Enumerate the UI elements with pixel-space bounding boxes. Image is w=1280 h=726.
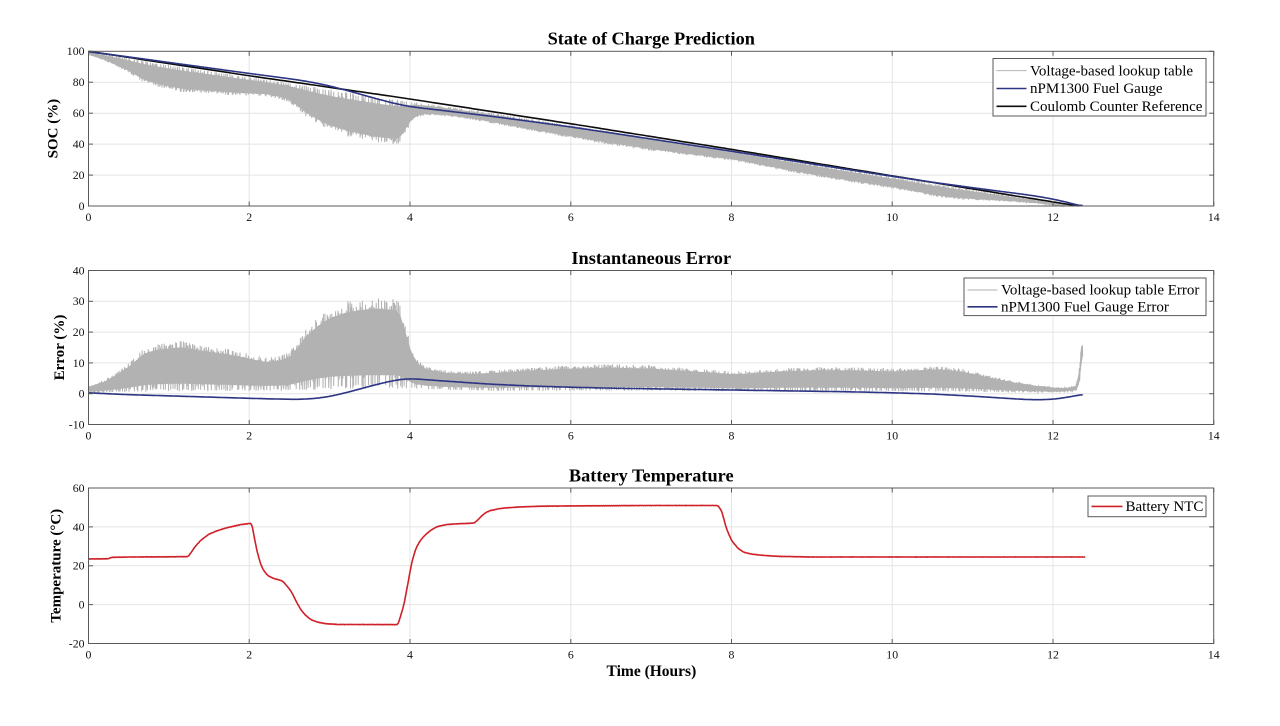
svg-text:20: 20 <box>73 559 85 573</box>
svg-text:0: 0 <box>86 648 92 662</box>
svg-text:8: 8 <box>729 429 735 443</box>
svg-text:Temperature (°C): Temperature (°C) <box>49 509 65 623</box>
svg-text:0: 0 <box>79 199 85 213</box>
svg-text:2: 2 <box>246 648 252 662</box>
svg-text:State of Charge Prediction: State of Charge Prediction <box>548 29 755 49</box>
svg-text:4: 4 <box>407 648 413 662</box>
svg-text:12: 12 <box>1047 429 1059 443</box>
svg-text:30: 30 <box>73 294 85 308</box>
svg-text:0: 0 <box>86 429 92 443</box>
svg-text:40: 40 <box>73 520 85 534</box>
svg-text:Time (Hours): Time (Hours) <box>607 663 697 680</box>
svg-text:6: 6 <box>568 429 574 443</box>
svg-text:10: 10 <box>886 648 898 662</box>
svg-text:0: 0 <box>79 387 85 401</box>
svg-text:100: 100 <box>67 44 85 58</box>
svg-text:Instantaneous Error: Instantaneous Error <box>571 248 731 268</box>
svg-text:Error (%): Error (%) <box>52 315 68 381</box>
svg-text:20: 20 <box>73 325 85 339</box>
svg-text:0: 0 <box>79 598 85 612</box>
svg-text:Battery NTC: Battery NTC <box>1126 499 1204 515</box>
svg-text:12: 12 <box>1047 210 1059 224</box>
svg-text:80: 80 <box>73 75 85 89</box>
svg-text:nPM1300 Fuel Gauge: nPM1300 Fuel Gauge <box>1030 81 1163 97</box>
svg-text:Battery Temperature: Battery Temperature <box>569 465 734 485</box>
svg-text:4: 4 <box>407 210 413 224</box>
svg-text:20: 20 <box>73 168 85 182</box>
svg-text:2: 2 <box>246 429 252 443</box>
svg-text:nPM1300 Fuel Gauge Error: nPM1300 Fuel Gauge Error <box>1001 300 1169 316</box>
svg-text:14: 14 <box>1208 648 1220 662</box>
svg-text:0: 0 <box>86 210 92 224</box>
svg-text:Coulomb Counter Reference: Coulomb Counter Reference <box>1030 99 1203 115</box>
svg-text:8: 8 <box>729 648 735 662</box>
svg-text:8: 8 <box>729 210 735 224</box>
svg-text:Voltage-based lookup table Err: Voltage-based lookup table Error <box>1001 283 1199 299</box>
svg-text:60: 60 <box>73 106 85 120</box>
svg-text:4: 4 <box>407 429 413 443</box>
svg-text:2: 2 <box>246 210 252 224</box>
svg-text:10: 10 <box>73 356 85 370</box>
svg-text:-10: -10 <box>69 417 85 431</box>
svg-text:40: 40 <box>73 263 85 277</box>
svg-text:60: 60 <box>73 481 85 495</box>
svg-text:10: 10 <box>886 210 898 224</box>
svg-text:40: 40 <box>73 137 85 151</box>
svg-text:6: 6 <box>568 648 574 662</box>
svg-text:6: 6 <box>568 210 574 224</box>
svg-text:12: 12 <box>1047 648 1059 662</box>
svg-text:14: 14 <box>1208 210 1220 224</box>
svg-text:SOC (%): SOC (%) <box>45 99 61 159</box>
svg-text:14: 14 <box>1208 429 1220 443</box>
svg-text:10: 10 <box>886 429 898 443</box>
svg-text:-20: -20 <box>69 636 85 650</box>
svg-text:Voltage-based lookup table: Voltage-based lookup table <box>1030 63 1193 79</box>
